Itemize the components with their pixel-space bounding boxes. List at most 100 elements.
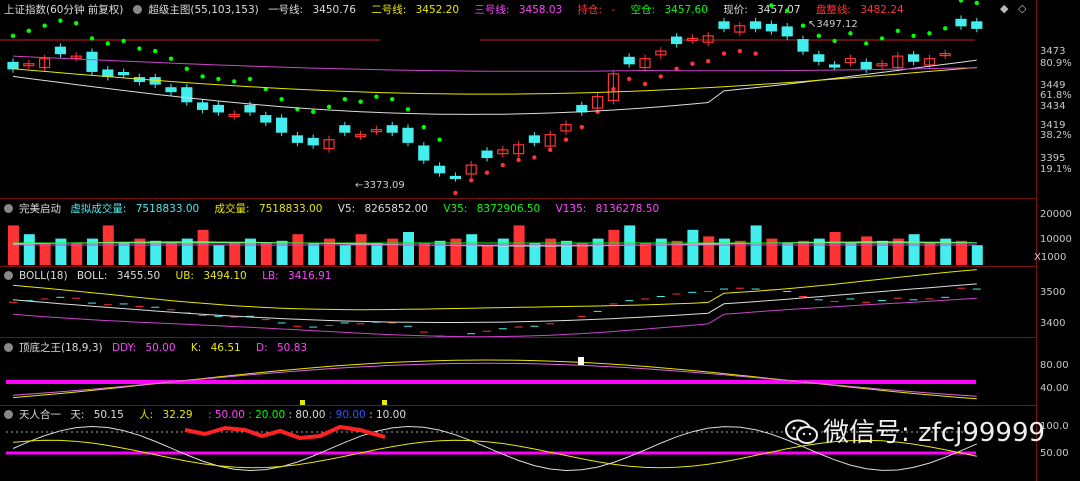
candle — [828, 64, 841, 68]
ma-white — [12, 59, 977, 115]
boll-indicator-name[interactable]: BOLL(18) — [19, 270, 68, 282]
volume-bar — [813, 238, 825, 265]
volume-chart[interactable] — [0, 199, 1036, 266]
sar-dot — [279, 97, 284, 102]
volume-bar — [671, 240, 683, 265]
sar-dot — [121, 38, 126, 44]
volume-bar — [355, 234, 367, 265]
volume-bar — [197, 229, 209, 265]
settings-icon[interactable] — [133, 5, 143, 14]
sar-dot — [469, 178, 474, 183]
tianren-indicator-name[interactable]: 天人合一 — [19, 409, 61, 421]
indicator-name[interactable]: 超级主图(55,103,153) — [148, 4, 259, 16]
volume-bar — [229, 243, 241, 265]
ma-yellow — [12, 67, 977, 95]
candle — [734, 25, 746, 33]
sar-dot — [232, 79, 237, 84]
sar-dot — [89, 36, 95, 41]
volume-bar — [71, 243, 83, 265]
sar-dot — [879, 36, 885, 41]
ma-magenta — [12, 55, 977, 72]
tr-v1: : 50.00 — [207, 409, 245, 421]
volume-bar — [545, 238, 557, 265]
sar-dot — [74, 21, 79, 26]
volume-bar — [908, 234, 920, 265]
settings-icon[interactable] — [4, 271, 13, 280]
ren-line — [12, 439, 977, 469]
volume-panel[interactable]: 完美启动 虚拟成交量: 7518833.00 成交量: 7518833.00 V… — [0, 199, 1080, 266]
vvol: 虚拟成交量: 7518833.00 — [70, 203, 200, 215]
kdj-indicator-name[interactable]: 顶底之王(18,9,3) — [19, 342, 103, 354]
sar-dot — [516, 157, 521, 163]
candle — [907, 54, 920, 62]
main-header: 上证指数(60分钟 前复权) 超级主图(55,103,153) 一号线: 3450… — [0, 3, 1036, 17]
volume-indicator-name[interactable]: 完美启动 — [19, 203, 61, 215]
sar-dot — [674, 66, 679, 72]
candle — [117, 71, 130, 76]
candle — [244, 104, 256, 113]
volume-bar — [592, 238, 604, 265]
axis-separator — [1036, 0, 1037, 481]
settings-icon[interactable] — [4, 343, 13, 352]
sar-dot — [832, 38, 837, 44]
candle — [7, 61, 19, 70]
sar-dot — [816, 33, 821, 39]
v35: V35: 8372906.50 — [443, 203, 541, 215]
candle — [623, 56, 635, 65]
sar-dot — [42, 23, 47, 28]
candle — [544, 134, 556, 147]
candle — [591, 96, 604, 109]
candle — [402, 127, 414, 143]
volume-bar — [118, 243, 130, 265]
line2: 二号线: 3452.20 — [371, 4, 460, 16]
volume-bar — [134, 238, 146, 265]
candle — [702, 35, 714, 43]
volume-bar — [608, 229, 620, 265]
candle — [434, 165, 446, 174]
index-name[interactable]: 上证指数(60分钟 前复权) — [4, 4, 124, 16]
scroll-up-icon[interactable]: ◆ — [1000, 2, 1009, 15]
candlestick-chart[interactable] — [0, 0, 1036, 198]
candle — [86, 51, 98, 72]
kdj-chart[interactable] — [0, 338, 1036, 405]
sar-dot — [706, 59, 711, 64]
candle — [892, 55, 904, 69]
boll-chart[interactable] — [0, 267, 1036, 337]
tianren-chart[interactable] — [0, 406, 1036, 481]
kdj-k — [12, 359, 977, 400]
sar-dot — [721, 51, 727, 56]
sar-dot — [958, 0, 964, 3]
main-price-panel[interactable]: 上证指数(60分钟 前复权) 超级主图(55,103,153) 一号线: 3450… — [0, 0, 1080, 198]
sar-dot — [848, 31, 853, 36]
volume-bar — [719, 238, 730, 265]
low-mark: ←3373.09 — [355, 180, 405, 191]
candle — [355, 134, 367, 138]
tianren-panel[interactable]: 天人合一 天: 50.15 人: 32.29 : 50.00 : 20.00 :… — [0, 406, 1080, 481]
sar-dot — [358, 99, 363, 104]
sar-dot — [437, 137, 442, 142]
volume-bar — [971, 245, 983, 265]
sar-dot — [927, 31, 932, 36]
sar-dot — [405, 107, 411, 112]
settings-icon[interactable] — [4, 410, 13, 419]
settings-icon[interactable] — [4, 204, 13, 213]
hold: 持仓: - — [577, 4, 616, 16]
candle — [655, 50, 667, 56]
candle — [291, 135, 303, 143]
candle — [102, 69, 114, 77]
top-marker — [578, 357, 584, 365]
volume-bar — [482, 245, 493, 265]
boll-panel[interactable]: BOLL(18) BOLL: 3455.50 UB: 3494.10 LB: 3… — [0, 267, 1080, 337]
candle — [260, 115, 272, 123]
candle — [481, 150, 493, 159]
scroll-down-icon[interactable]: ◇ — [1018, 2, 1027, 15]
vol-ma5 — [12, 241, 977, 247]
boll-upper — [12, 269, 977, 311]
tr-v3: : 80.00 — [288, 409, 326, 421]
sar-dot — [737, 48, 742, 54]
sar-dot — [785, 8, 790, 13]
candle — [181, 87, 193, 103]
candle — [307, 137, 319, 146]
candle — [212, 104, 224, 113]
kdj-panel[interactable]: 顶底之王(18,9,3) DDY: 50.00 K: 46.51 D: 50.8… — [0, 338, 1080, 405]
